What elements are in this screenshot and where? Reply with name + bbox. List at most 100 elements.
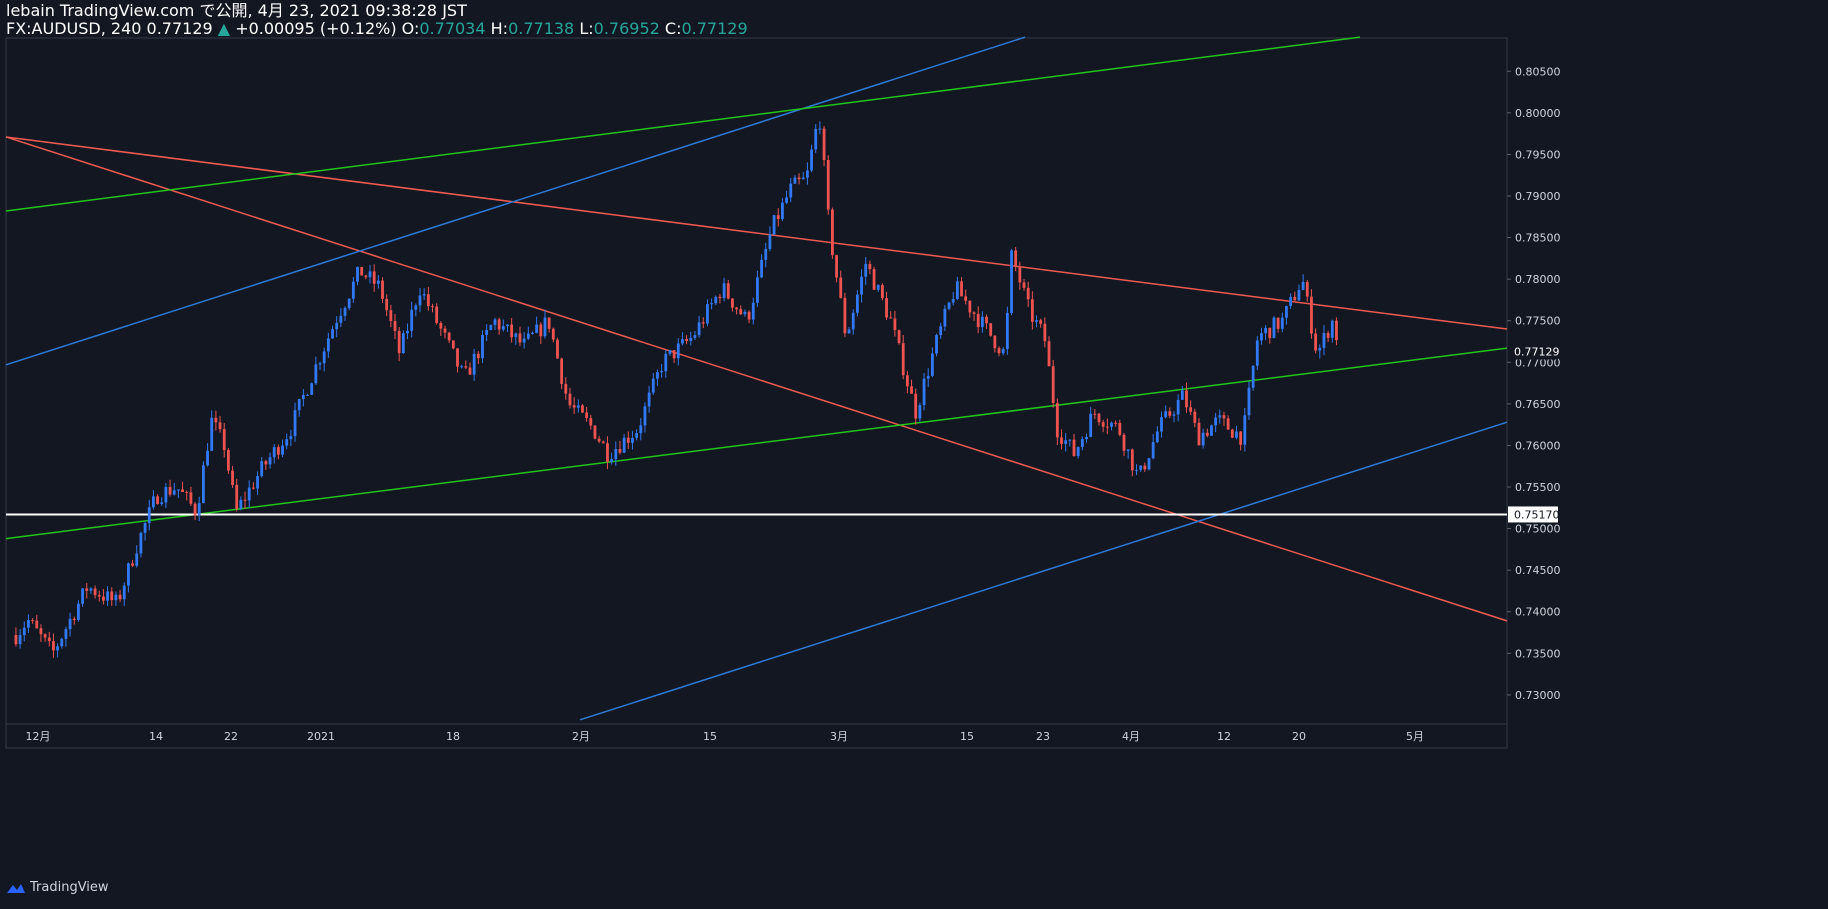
candle-body <box>1018 266 1022 283</box>
candle-body <box>560 358 564 384</box>
candle-body <box>1322 333 1326 348</box>
y-tick-label: 0.77500 <box>1515 315 1561 328</box>
candle-body <box>980 316 984 328</box>
candle-body <box>493 319 497 326</box>
candle-body <box>481 334 484 359</box>
candle-body <box>189 492 193 504</box>
candle-body <box>889 317 893 319</box>
candle-body <box>1314 333 1318 351</box>
y-tick-label: 0.73500 <box>1515 647 1561 660</box>
high-label: H: <box>490 19 509 38</box>
candle-body <box>639 425 643 434</box>
tradingview-logo-text: TradingView <box>30 880 109 895</box>
candle-body <box>139 532 143 554</box>
candle-body <box>601 441 605 444</box>
candle-body <box>1030 299 1034 322</box>
candle-body <box>847 329 851 334</box>
candle-body <box>235 484 239 509</box>
candle-body <box>1122 434 1126 451</box>
x-tick-label: 2月 <box>572 730 590 743</box>
candle-body <box>1043 323 1047 342</box>
candle-body <box>922 378 926 406</box>
candle-body <box>914 393 918 419</box>
candle-body <box>456 348 459 367</box>
candle-body <box>64 629 68 639</box>
candle-body <box>52 641 55 651</box>
candle-body <box>85 588 89 591</box>
candle-body <box>393 321 397 331</box>
candle-body <box>631 437 634 443</box>
candle-body <box>110 591 114 601</box>
candle-body <box>1039 320 1043 324</box>
candle-body <box>447 332 451 341</box>
candle-body <box>210 417 214 451</box>
candle-body <box>501 326 505 330</box>
low-value: 0.76952 <box>593 19 660 38</box>
candle-body <box>164 487 168 503</box>
candle-body <box>97 595 101 597</box>
candle-body <box>297 398 301 411</box>
trendline <box>5 347 1508 540</box>
candle-body <box>1235 431 1238 438</box>
price-change: +0.00095 (+0.12%) <box>235 19 397 38</box>
candle-body <box>589 418 593 426</box>
candle-body <box>1093 413 1097 415</box>
trendline <box>579 421 1508 721</box>
x-tick-label: 14 <box>149 730 163 743</box>
y-tick-label: 0.73000 <box>1515 689 1561 702</box>
candle-body <box>735 307 738 310</box>
candle-body <box>147 507 151 524</box>
tradingview-logo-icon <box>7 883 25 893</box>
candle-body <box>1255 340 1259 366</box>
candle-body <box>539 324 543 337</box>
candle-body <box>756 277 759 303</box>
close-label: C: <box>664 19 682 38</box>
candle-body <box>47 637 51 642</box>
candle-body <box>843 297 847 334</box>
candle-body <box>993 335 997 349</box>
candle-body <box>918 405 922 419</box>
candle-body <box>1247 387 1251 416</box>
candle-body <box>289 436 293 440</box>
tradingview-logo[interactable]: TradingView <box>6 880 109 895</box>
candle-body <box>131 563 134 566</box>
candle-body <box>1126 449 1130 451</box>
candle-body <box>1110 422 1113 427</box>
y-tick-label: 0.80500 <box>1515 65 1561 78</box>
x-tick-label: 22 <box>224 730 238 743</box>
candle-body <box>985 316 988 324</box>
candle-body <box>35 620 39 629</box>
candle-body <box>739 309 743 315</box>
x-tick-label: 20 <box>1292 730 1306 743</box>
candle-body <box>664 353 668 372</box>
candle-body <box>681 338 684 344</box>
candle-body <box>535 324 539 333</box>
candle-body <box>810 149 813 171</box>
candle-body <box>706 304 709 324</box>
candle-body <box>1243 415 1247 445</box>
candle-body <box>443 328 447 333</box>
candle-body <box>1155 431 1159 443</box>
candle-body <box>418 295 422 306</box>
candle-body <box>351 281 355 299</box>
candle-body <box>1226 418 1230 430</box>
candle-body <box>339 315 343 323</box>
symbol-label: FX:AUDUSD, 240 <box>6 19 142 38</box>
candle-body <box>1080 439 1084 448</box>
candle-body <box>489 325 493 330</box>
candle-body <box>531 332 534 334</box>
candle-body <box>955 281 959 300</box>
candle-body <box>389 310 393 322</box>
candle-body <box>1097 413 1101 423</box>
candle-body <box>835 255 838 278</box>
candle-body <box>1089 413 1093 437</box>
candle-body <box>710 303 713 305</box>
x-tick-label: 12 <box>1217 730 1231 743</box>
candle-body <box>168 487 172 495</box>
candle-body <box>743 311 747 315</box>
candle-body <box>518 333 522 343</box>
candle-body <box>1022 282 1026 288</box>
candle-body <box>793 177 797 184</box>
candle-body <box>1330 320 1334 338</box>
